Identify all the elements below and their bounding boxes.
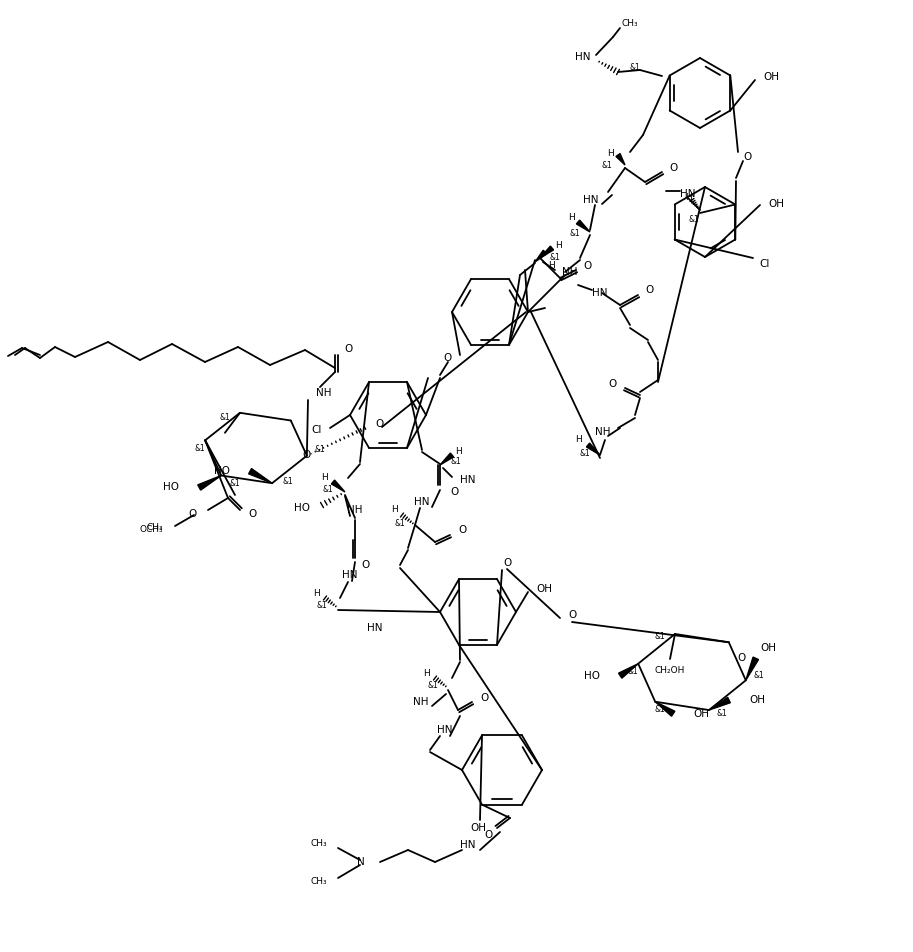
Polygon shape [616,153,625,165]
Text: NH: NH [347,505,362,515]
Text: CH₂OH: CH₂OH [655,666,685,676]
Text: N: N [357,857,365,867]
Text: NH: NH [594,427,610,437]
Text: HN: HN [460,475,476,485]
Text: H: H [685,192,691,202]
Text: OH: OH [470,823,486,833]
Text: HN: HN [680,189,696,199]
Text: &1: &1 [754,671,764,680]
Text: OH: OH [749,695,765,705]
Text: CH₃: CH₃ [310,878,327,886]
Text: O: O [344,344,352,354]
Polygon shape [576,220,590,232]
Text: &1: &1 [322,486,333,494]
Text: OH: OH [693,708,709,719]
Text: HN: HN [460,840,476,850]
Text: &1: &1 [655,705,666,714]
Text: O: O [458,525,467,535]
Polygon shape [618,664,638,678]
Text: H: H [568,213,575,223]
Text: O: O [375,419,383,429]
Text: O: O [568,610,576,620]
Text: H: H [575,435,582,445]
Text: H: H [321,473,328,483]
Text: HN: HN [437,725,453,735]
Text: Cl: Cl [311,425,322,435]
Text: O: O [743,152,751,162]
Text: NH: NH [413,697,428,707]
Text: &1: &1 [315,446,326,454]
Text: HO: HO [163,483,179,492]
Text: O: O [484,830,492,840]
Text: &1: &1 [655,632,665,642]
Text: &1: &1 [316,602,327,610]
Text: HN: HN [582,195,598,205]
Polygon shape [248,468,272,484]
Text: HN: HN [592,288,607,298]
Text: &1: &1 [394,519,405,527]
Text: O: O [302,450,310,460]
Text: HO: HO [294,503,310,513]
Text: CH₃: CH₃ [622,19,638,29]
Polygon shape [709,698,730,710]
Text: O: O [609,379,617,389]
Text: O: O [669,163,677,173]
Text: O: O [189,509,197,519]
Text: O: O [645,285,653,295]
Text: H: H [455,447,462,457]
Text: O: O [738,653,746,663]
Text: O: O [503,558,511,568]
Polygon shape [198,475,221,490]
Polygon shape [656,702,675,716]
Text: H: H [548,261,555,269]
Polygon shape [540,246,553,258]
Text: &1: &1 [579,448,590,458]
Text: CH₃: CH₃ [146,524,163,532]
Text: H: H [313,588,320,598]
Text: &1: &1 [569,229,580,239]
Text: &1: &1 [602,162,612,170]
Text: H: H [424,668,430,678]
Polygon shape [746,657,759,681]
Text: H: H [392,506,398,514]
Text: O: O [450,487,458,497]
Text: NH: NH [316,388,331,398]
Text: OCH₃: OCH₃ [140,526,163,534]
Polygon shape [331,480,345,492]
Text: &1: &1 [717,708,728,718]
Text: &1: &1 [630,64,641,72]
Text: HN: HN [342,570,358,580]
Polygon shape [586,443,600,455]
Text: HO: HO [214,466,230,476]
Text: &1: &1 [282,477,293,486]
Text: Cl: Cl [759,259,770,269]
Text: NH: NH [562,267,578,277]
Text: OH: OH [768,199,784,209]
Text: &1: &1 [550,253,561,263]
Text: CH₃: CH₃ [310,839,327,847]
Text: &1: &1 [194,444,205,453]
Text: HN: HN [575,52,591,62]
Text: &1: &1 [628,667,638,676]
Text: OH: OH [761,644,777,653]
Polygon shape [535,250,547,262]
Text: &1: &1 [688,215,699,225]
Text: &1: &1 [229,479,240,488]
Text: HN: HN [367,623,383,633]
Text: OH: OH [536,584,552,594]
Text: HO: HO [584,670,600,681]
Text: &1: &1 [427,682,438,690]
Text: H: H [555,241,561,249]
Text: O: O [444,353,452,363]
Text: H: H [607,149,614,157]
Text: &1: &1 [450,458,461,466]
Text: O: O [583,261,592,271]
Text: O: O [361,560,369,570]
Text: OH: OH [763,72,779,82]
Polygon shape [440,453,454,465]
Text: O: O [480,693,488,703]
Text: HN: HN [415,497,430,507]
Text: &1: &1 [219,413,230,423]
Text: O: O [247,509,257,519]
